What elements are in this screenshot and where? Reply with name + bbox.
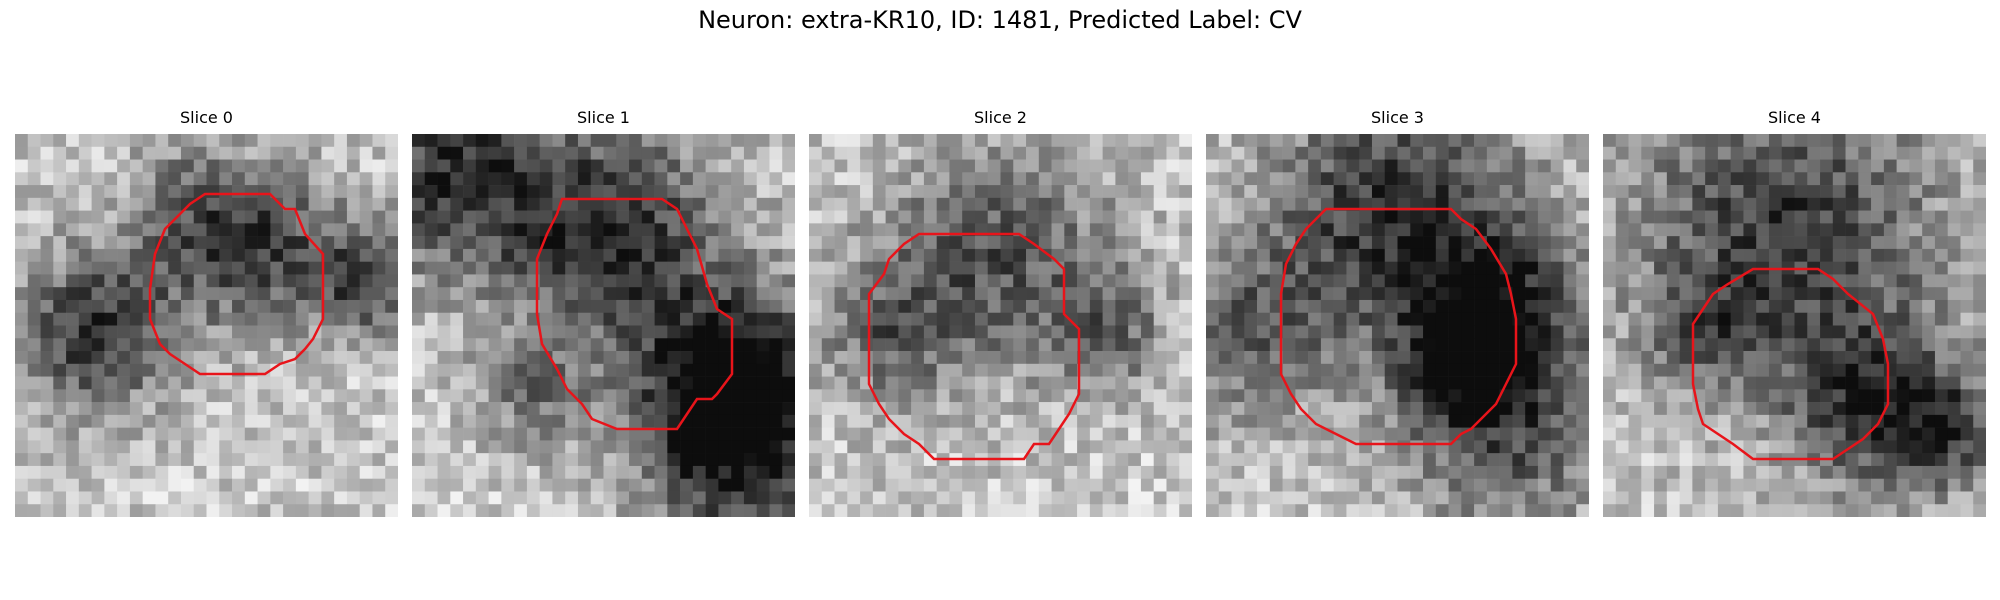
slice-panel-0: Slice 0	[15, 108, 398, 517]
slice-image	[15, 134, 398, 517]
slice-title: Slice 3	[1371, 108, 1424, 127]
slice-image	[809, 134, 1192, 517]
slice-panel-4: Slice 4	[1603, 108, 1986, 517]
slice-image	[1603, 134, 1986, 517]
slice-panel-3: Slice 3	[1206, 108, 1589, 517]
slice-title: Slice 0	[180, 108, 233, 127]
slice-image	[1206, 134, 1589, 517]
slice-title: Slice 1	[577, 108, 630, 127]
roi-contour	[867, 232, 1081, 461]
grayscale-pixels	[15, 134, 398, 517]
roi-contour	[148, 192, 325, 376]
slice-image	[412, 134, 795, 517]
roi-contour	[535, 197, 734, 431]
grayscale-pixels	[1603, 134, 1986, 517]
figure-title: Neuron: extra-KR10, ID: 1481, Predicted …	[698, 6, 1302, 34]
grayscale-pixels	[809, 134, 1192, 517]
slice-panel-2: Slice 2	[809, 108, 1192, 517]
grayscale-pixels	[412, 134, 795, 517]
grayscale-pixels	[1206, 134, 1589, 517]
slice-title: Slice 2	[974, 108, 1027, 127]
slice-panel-1: Slice 1	[412, 108, 795, 517]
slice-title: Slice 4	[1768, 108, 1821, 127]
roi-contour	[1279, 207, 1518, 446]
roi-contour	[1691, 267, 1890, 461]
